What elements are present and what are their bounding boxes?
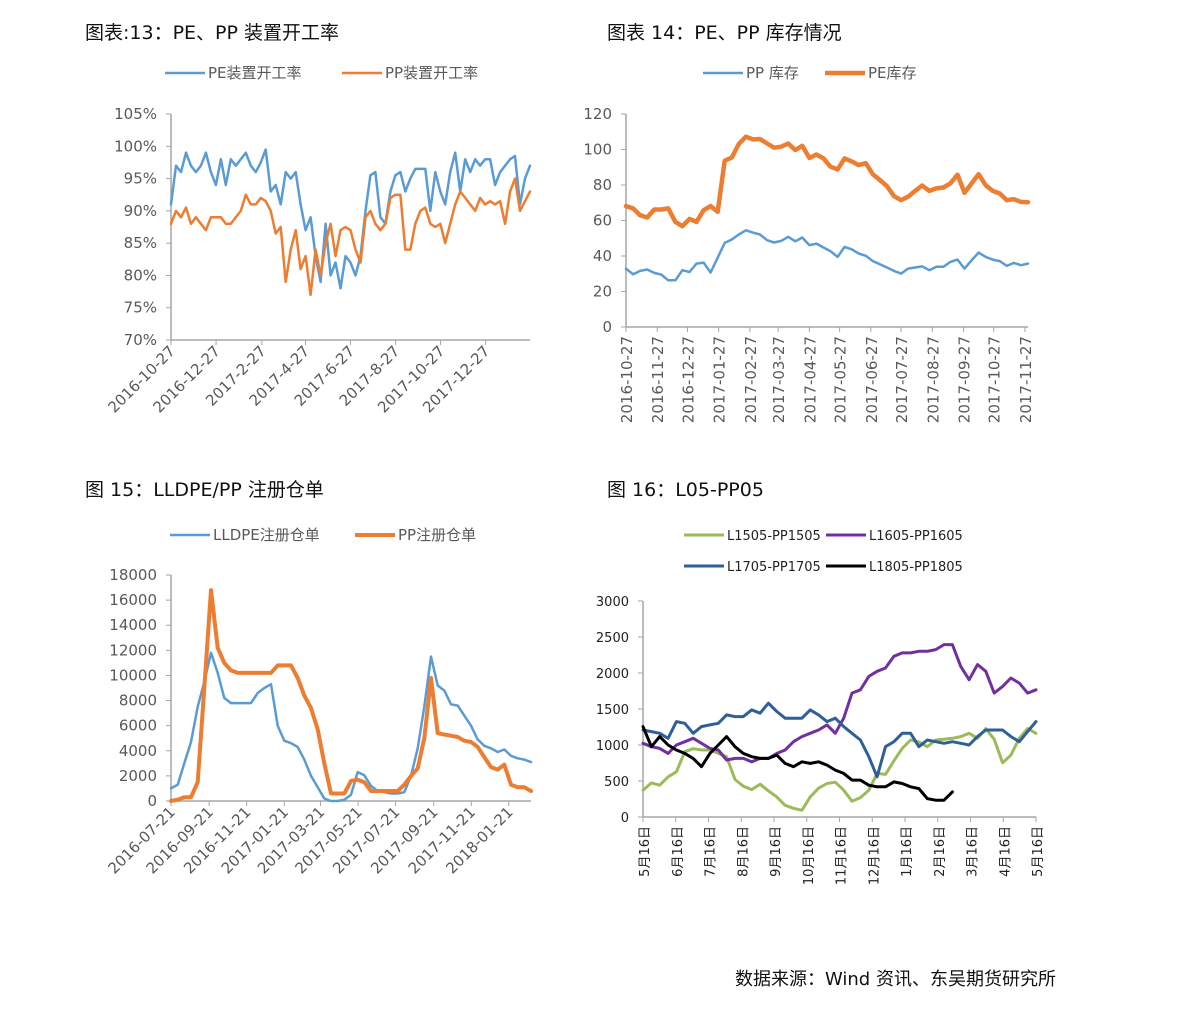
y-tick-label: 12000 xyxy=(109,641,157,659)
series-line-2 xyxy=(641,643,1038,764)
x-tick-label: 2016-11-27 xyxy=(649,336,667,423)
y-tick-label: 70% xyxy=(124,331,157,349)
series-line-3 xyxy=(641,701,1038,779)
legend-label: PP装置开工率 xyxy=(385,64,478,82)
x-tick-label: 7月16日 xyxy=(704,826,719,877)
x-tick-label: 2017-02-27 xyxy=(742,336,760,423)
x-tick-label: 9月16日 xyxy=(769,826,784,877)
chart-2: 0 20 40 60 80 100 120 2016-10-27 2016-11-27 2016-… xyxy=(583,64,1035,423)
chart-2-title: 图表 14：PE、PP 库存情况 xyxy=(607,22,842,44)
y-tick-label: 75% xyxy=(124,299,157,317)
y-tick-label: 500 xyxy=(604,775,629,790)
x-tick-label: 5月16日 xyxy=(1031,826,1046,877)
y-tick-label: 0 xyxy=(621,811,629,826)
x-tick-label: 2月16日 xyxy=(933,826,948,877)
source-note: 数据来源：Wind 资讯、东吴期货研究所 xyxy=(735,969,1056,990)
x-tick-label: 10月16日 xyxy=(802,826,817,885)
x-tick-label: 11月16日 xyxy=(835,826,850,885)
legend-label: L1505-PP1505 xyxy=(727,529,821,544)
y-tick-label: 100 xyxy=(583,141,612,159)
y-tick-label: 85% xyxy=(124,234,157,252)
y-tick-label: 8000 xyxy=(119,692,157,710)
y-tick-label: 60 xyxy=(593,212,612,230)
y-tick-label: 10000 xyxy=(109,666,157,684)
legend-label: L1805-PP1805 xyxy=(869,560,963,575)
x-tick-label: 2017-05-27 xyxy=(832,336,850,423)
x-tick-label: 4月16日 xyxy=(998,826,1013,877)
y-tick-label: 40 xyxy=(593,247,612,265)
y-tick-label: 16000 xyxy=(109,591,157,609)
y-tick-label: 95% xyxy=(124,170,157,188)
x-tick-label: 2017-08-27 xyxy=(924,336,942,423)
x-tick-label: 2016-10-27 xyxy=(618,336,636,423)
y-tick-label: 18000 xyxy=(109,566,157,584)
chart-4: 0 500 1000 1500 2000 2500 3000 5月16日 6月16日 7月16日 8… xyxy=(596,529,1046,885)
x-tick-label: 8月16日 xyxy=(736,826,751,877)
x-tick-label: 5月16日 xyxy=(638,826,653,877)
x-tick-label: 2017-07-27 xyxy=(893,336,911,423)
x-tick-label: 2017-04-27 xyxy=(801,336,819,423)
x-tick-label: 2017-10-27 xyxy=(986,336,1004,423)
y-tick-label: 0 xyxy=(602,318,612,336)
y-tick-label: 1000 xyxy=(596,739,629,754)
legend-label: LLDPE注册仓单 xyxy=(213,526,320,544)
x-tick-label: 12月16日 xyxy=(867,826,882,885)
series-line-2 xyxy=(169,588,533,803)
legend-label: PE装置开工率 xyxy=(208,64,302,82)
x-tick-label: 6月16日 xyxy=(671,826,686,877)
x-tick-label: 2017-06-27 xyxy=(863,336,881,423)
x-tick-label: 2016-12-27 xyxy=(679,336,697,423)
x-tick-label: 2017-11-27 xyxy=(1017,336,1035,423)
x-tick-label: 2017-01-27 xyxy=(711,336,729,423)
legend-label: PE库存 xyxy=(868,64,917,82)
x-tick-label: 2017-03-27 xyxy=(770,336,788,423)
series-line-1 xyxy=(624,229,1030,282)
y-tick-label: 20 xyxy=(593,283,612,301)
legend-label: L1605-PP1605 xyxy=(869,529,963,544)
y-tick-label: 120 xyxy=(583,105,612,123)
legend-label: PP注册仓单 xyxy=(398,526,476,544)
y-tick-label: 2000 xyxy=(119,767,157,785)
chart-3: 0 2000 4000 6000 8000 10000 12000 14000 16000 180… xyxy=(104,526,533,877)
chart-1: 70%75%80%85%90%95%100%105%2016-10-272016… xyxy=(104,64,532,416)
y-tick-label: 4000 xyxy=(119,742,157,760)
series-line-2 xyxy=(169,177,532,297)
legend-label: L1705-PP1705 xyxy=(727,560,821,575)
y-tick-label: 105% xyxy=(114,105,157,123)
series-line-2 xyxy=(623,134,1031,229)
x-tick-label: 2017-09-27 xyxy=(956,336,974,423)
y-tick-label: 1500 xyxy=(596,703,629,718)
series-line-1 xyxy=(169,148,532,290)
chart-3-title: 图 15：LLDPE/PP 注册仓单 xyxy=(85,479,324,501)
y-tick-label: 80 xyxy=(593,176,612,194)
y-tick-label: 100% xyxy=(114,137,157,155)
legend-label: PP 库存 xyxy=(746,64,799,82)
y-tick-label: 90% xyxy=(124,202,157,220)
y-tick-label: 80% xyxy=(124,266,157,284)
x-tick-label: 1月16日 xyxy=(900,826,915,877)
y-tick-label: 3000 xyxy=(596,595,629,610)
chart-4-title: 图 16：L05-PP05 xyxy=(607,479,764,501)
y-tick-label: 2500 xyxy=(596,631,629,646)
series-line-4 xyxy=(641,725,954,802)
series-line-1 xyxy=(169,651,533,803)
y-tick-label: 2000 xyxy=(596,667,629,682)
y-tick-label: 0 xyxy=(147,792,157,810)
chart-1-title: 图表:13：PE、PP 装置开工率 xyxy=(85,22,339,44)
series-line-1 xyxy=(641,727,1038,812)
y-tick-label: 6000 xyxy=(119,717,157,735)
x-tick-label: 3月16日 xyxy=(966,826,981,877)
y-tick-label: 14000 xyxy=(109,616,157,634)
